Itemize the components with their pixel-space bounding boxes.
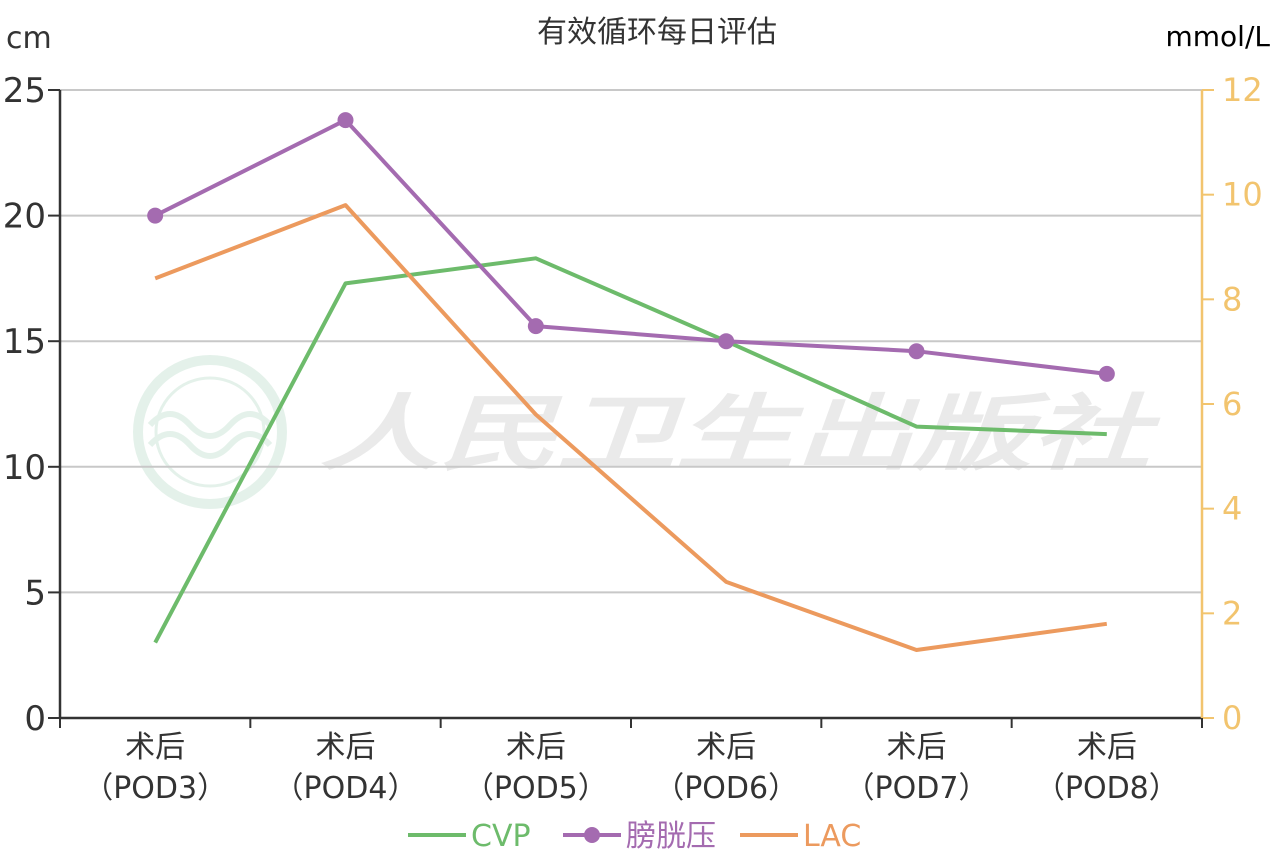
- left-tick-label: 25: [3, 71, 46, 111]
- legend-label: CVP: [471, 819, 531, 854]
- right-tick-label: 10: [1222, 176, 1263, 214]
- x-tick-label-sub: （POD5）: [464, 771, 608, 806]
- watermark-logo-icon: [133, 355, 287, 509]
- right-tick-label: 12: [1222, 71, 1263, 109]
- right-tick-label: 0: [1222, 699, 1242, 737]
- data-point: [337, 112, 354, 129]
- left-tick-label: 5: [24, 573, 46, 613]
- data-point: [908, 343, 925, 360]
- x-tick-label: 术后: [1077, 730, 1137, 765]
- x-tick-label-sub: （POD4）: [274, 771, 418, 806]
- left-tick-label: 10: [3, 448, 46, 488]
- left-axis-unit: cm: [6, 21, 52, 56]
- right-tick-label: 2: [1222, 594, 1242, 632]
- series-line-2: [154, 203, 1108, 652]
- left-tick-label: 0: [24, 699, 46, 739]
- right-tick-label: 6: [1222, 385, 1242, 423]
- chart-title: 有效循环每日评估: [537, 15, 777, 50]
- x-tick-label: 术后: [316, 730, 376, 765]
- x-tick-label-sub: （POD8）: [1035, 771, 1179, 806]
- left-axis-ticks: 0 5 10 15 20 25: [3, 71, 60, 739]
- x-tick-label-sub: （POD3）: [83, 771, 227, 806]
- right-tick-label: 4: [1222, 490, 1242, 528]
- legend-marker: [584, 827, 600, 843]
- right-axis-ticks: 0 2 4 6 8 10 12: [1202, 71, 1263, 737]
- left-tick-label: 15: [3, 322, 46, 362]
- x-tick-label-sub: （POD6）: [654, 771, 798, 806]
- legend-label: 膀胱压: [626, 819, 716, 854]
- x-tick-label: 术后: [506, 730, 566, 765]
- legend-label: LAC: [803, 819, 861, 854]
- series-line-0: [153, 256, 1107, 644]
- right-tick-label: 8: [1222, 280, 1242, 318]
- right-axis-unit: mmol/L: [1166, 20, 1271, 53]
- axes: [58, 90, 1204, 720]
- data-point: [147, 207, 164, 224]
- x-tick-label: 术后: [696, 730, 756, 765]
- data-point: [1098, 365, 1115, 382]
- x-tick-label: 术后: [887, 730, 947, 765]
- gridlines: [60, 89, 1202, 594]
- series-line-1: [154, 118, 1108, 376]
- legend: CVP 膀胱压 LAC: [408, 819, 861, 854]
- data-point: [718, 333, 735, 350]
- left-tick-label: 20: [3, 197, 46, 237]
- series-layer: [147, 112, 1115, 652]
- x-tick-label-sub: （POD7）: [845, 771, 989, 806]
- x-axis-ticks: 术后 （POD3） 术后 （POD4） 术后 （POD5） 术后 （POD6） 术后 （POD7）…: [59, 718, 1203, 806]
- x-tick-label: 术后: [125, 730, 185, 765]
- data-point: [527, 318, 544, 335]
